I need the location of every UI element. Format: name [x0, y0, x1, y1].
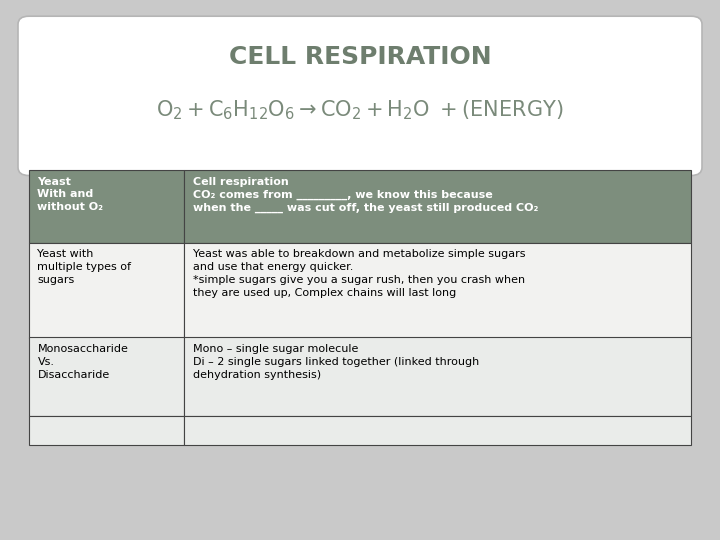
Text: $\mathregular{O_2 + C_6H_{12}O_6 \rightarrow CO_2 + H_2O\ +(ENERGY)}$: $\mathregular{O_2 + C_6H_{12}O_6 \righta… [156, 99, 564, 123]
Text: CELL RESPIRATION: CELL RESPIRATION [229, 45, 491, 69]
Text: Mono – single sugar molecule
Di – 2 single sugars linked together (linked throug: Mono – single sugar molecule Di – 2 sing… [193, 344, 480, 380]
Bar [29, 416, 184, 446]
Bar [29, 170, 184, 243]
Text: Monosaccharide
Vs.
Disaccharide: Monosaccharide Vs. Disaccharide [37, 344, 128, 380]
Text: Yeast with
multiple types of
sugars: Yeast with multiple types of sugars [37, 249, 132, 285]
Text: Yeast was able to breakdown and metabolize simple sugars
and use that energy qui: Yeast was able to breakdown and metaboli… [193, 249, 526, 298]
Bar [184, 338, 691, 416]
Bar [29, 243, 184, 338]
FancyBboxPatch shape [18, 16, 702, 176]
Bar [184, 170, 691, 243]
Bar [184, 416, 691, 446]
Text: Cell respiration
CO₂ comes from _________, we know this because
when the _____ w: Cell respiration CO₂ comes from ________… [193, 177, 539, 213]
Text: Yeast
With and
without O₂: Yeast With and without O₂ [37, 177, 104, 212]
Bar [29, 338, 184, 416]
Bar [184, 243, 691, 338]
